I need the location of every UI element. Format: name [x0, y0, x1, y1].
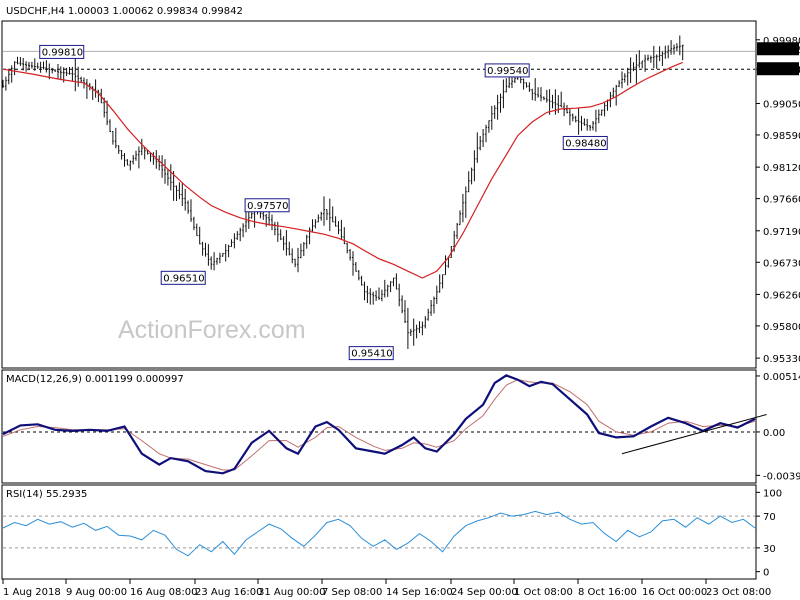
- macd-lines: [2, 374, 767, 475]
- time-tick-label: 1 Oct 08:00: [514, 587, 573, 598]
- rsi-axis: 100 70 30 0: [756, 488, 782, 579]
- rsi-lines: [2, 510, 756, 557]
- current-price-tag: 0.99842: [760, 45, 800, 56]
- ma-line: [2, 61, 683, 279]
- macd-axis: 0.005145 0.00 -0.003989: [756, 372, 800, 482]
- time-tick-label: 16 Oct 00:00: [642, 587, 707, 598]
- time-tick-label: 8 Oct 16:00: [578, 587, 637, 598]
- annotation-box: [484, 63, 530, 78]
- level-price-tag: 0.99550: [760, 65, 800, 76]
- symbol-line: USDCHF,H4 1.00003 1.00062 0.99834 0.9984…: [6, 6, 243, 17]
- rsi-tick-label: 0: [763, 568, 769, 579]
- annotation-label: 0.95410: [351, 349, 392, 360]
- rsi-panel: [1, 484, 757, 580]
- time-tick-label: 7 Sep 08:00: [322, 587, 382, 598]
- macd-tick-label: 0.00: [763, 428, 785, 439]
- time-tick-label: 9 Aug 00:00: [66, 587, 127, 598]
- watermark: ActionForex.com: [118, 316, 306, 344]
- macd-tick-label: -0.003989: [763, 471, 800, 482]
- current-price-tag-bg: [757, 42, 799, 56]
- price-panel: [1, 20, 757, 369]
- moving-average: [2, 61, 683, 279]
- annotation-box: [562, 135, 608, 150]
- annotation-label: 0.98480: [565, 138, 606, 149]
- time-tick-label: 31 Aug 00:00: [258, 587, 325, 598]
- level-price-tag-bg: [757, 62, 799, 76]
- macd-trendline: [621, 414, 767, 455]
- macd-main-line: [2, 374, 756, 475]
- annotation-box: [39, 44, 85, 59]
- time-tick-label: 1 Aug 2018: [3, 587, 61, 598]
- macd-panel: [1, 369, 757, 484]
- macd-tick-label: 0.005145: [763, 372, 800, 383]
- time-tick-label: 14 Sep 16:00: [386, 587, 453, 598]
- rsi-label: RSI(14) 55.2935: [6, 489, 87, 500]
- annotation-box: [348, 346, 394, 361]
- annotation-label: 0.96510: [163, 273, 204, 284]
- macd-label: MACD(12,26,9) 0.001199 0.000997: [6, 374, 184, 385]
- annotation-label: 0.99540: [487, 66, 528, 77]
- annotation-label: 0.99810: [42, 47, 83, 58]
- time-tick-label: 23 Aug 16:00: [195, 587, 262, 598]
- time-tick-label: 16 Aug 08:00: [130, 587, 197, 598]
- annotation-box: [244, 198, 290, 213]
- rsi-tick-label: 30: [763, 544, 776, 555]
- price-annotations: 0.99810 0.96510 0.97570 0.95410 0.99540 0.984…: [39, 44, 608, 361]
- annotation-label: 0.97570: [247, 201, 288, 212]
- time-tick-label: 24 Sep 00:00: [451, 587, 518, 598]
- rsi-tick-label: 100: [763, 488, 782, 499]
- annotation-box: [160, 270, 206, 285]
- time-tick-label: 23 Oct 08:00: [706, 587, 771, 598]
- rsi-tick-label: 70: [763, 512, 776, 523]
- rsi-line: [2, 510, 756, 557]
- horizontal-levels: [3, 50, 755, 70]
